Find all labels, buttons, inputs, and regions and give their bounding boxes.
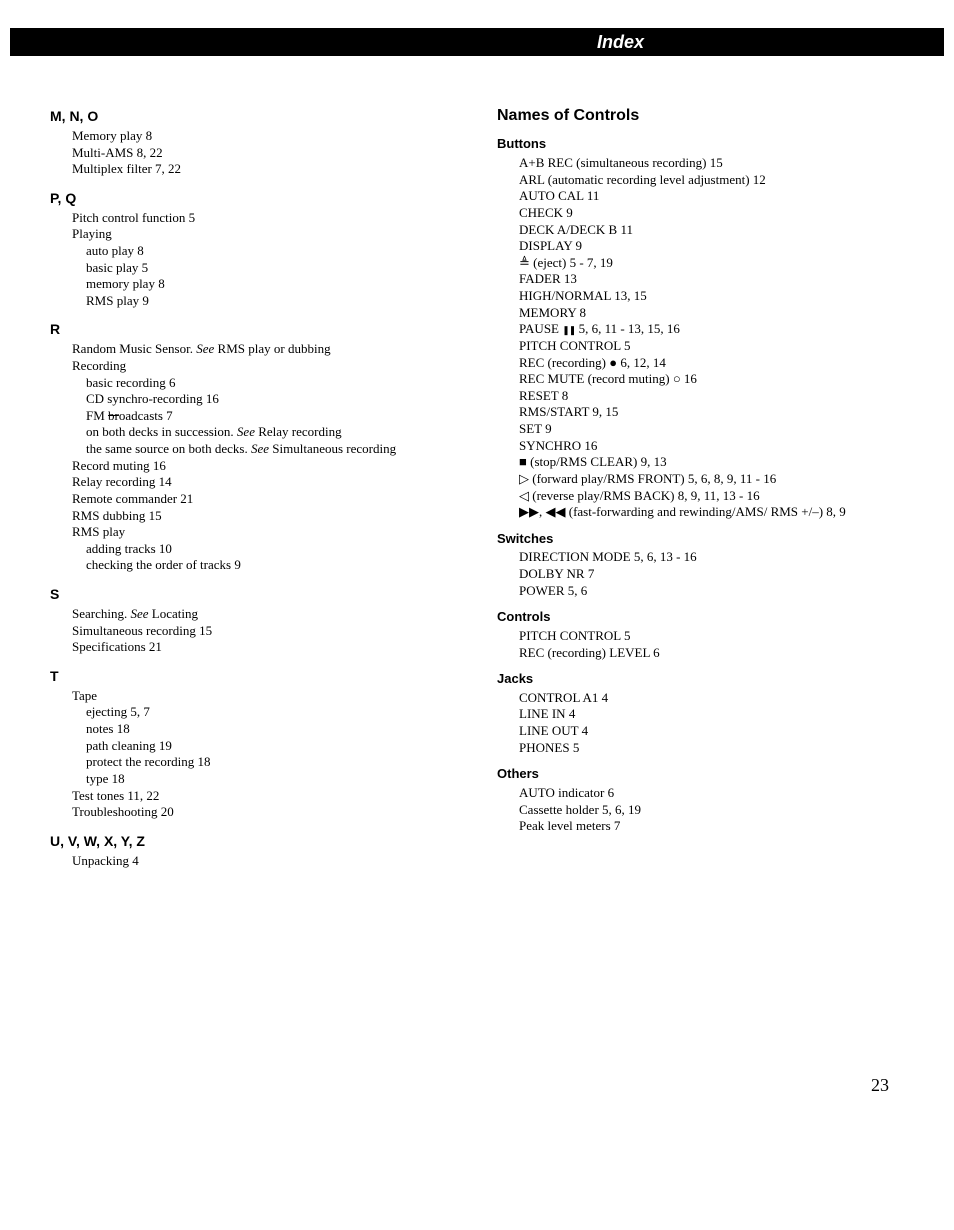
index-entry: CD synchro-recording 16 <box>72 391 477 408</box>
index-entry: PITCH CONTROL 5 <box>519 628 924 645</box>
index-entry: ▶▶, ◀◀ (fast-forwarding and rewinding/AM… <box>519 504 924 521</box>
index-entry: Recording <box>72 358 477 375</box>
index-entry: Cassette holder 5, 6, 19 <box>519 802 924 819</box>
index-entry: Multi-AMS 8, 22 <box>72 145 477 162</box>
section-heading: U, V, W, X, Y, Z <box>50 833 477 851</box>
index-entry: DISPLAY 9 <box>519 238 924 255</box>
header-bar: Index <box>10 28 944 56</box>
index-entry: Peak level meters 7 <box>519 818 924 835</box>
subsection-heading: Switches <box>497 531 924 548</box>
index-entry: PITCH CONTROL 5 <box>519 338 924 355</box>
index-entry: HIGH/NORMAL 13, 15 <box>519 288 924 305</box>
names-of-controls-title: Names of Controls <box>497 106 924 126</box>
index-entry: Record muting 16 <box>72 458 477 475</box>
index-entry: LINE IN 4 <box>519 706 924 723</box>
index-entry: Specifications 21 <box>72 639 477 656</box>
subsection-heading: Others <box>497 766 924 783</box>
index-entry: basic recording 6 <box>72 375 477 392</box>
index-entry: DIRECTION MODE 5, 6, 13 - 16 <box>519 549 924 566</box>
index-entry: CONTROL A1 4 <box>519 690 924 707</box>
index-entry: Troubleshooting 20 <box>72 804 477 821</box>
index-entry: AUTO CAL 11 <box>519 188 924 205</box>
index-entry: on both decks in succession. See Relay r… <box>72 424 477 441</box>
index-entry: Searching. See Locating <box>72 606 477 623</box>
index-entry: basic play 5 <box>72 260 477 277</box>
left-column: M, N, O Memory play 8Multi-AMS 8, 22Multi… <box>50 96 477 869</box>
index-entry: ■ (stop/RMS CLEAR) 9, 13 <box>519 454 924 471</box>
ffrw-icon: ▶▶, ◀◀ <box>519 504 566 519</box>
index-entry: adding tracks 10 <box>72 541 477 558</box>
index-entry: Relay recording 14 <box>72 474 477 491</box>
index-entry: REC (recording) ● 6, 12, 14 <box>519 355 924 372</box>
section-heading: R <box>50 321 477 339</box>
section-heading: T <box>50 668 477 686</box>
index-entry: type 18 <box>72 771 477 788</box>
pause-icon: ❚❚ <box>562 325 575 335</box>
index-entry: Tape <box>72 688 477 705</box>
section-heading: P, Q <box>50 190 477 208</box>
index-entry: MEMORY 8 <box>519 305 924 322</box>
index-entry: RMS dubbing 15 <box>72 508 477 525</box>
section-heading: M, N, O <box>50 108 477 126</box>
index-entry: RMS play <box>72 524 477 541</box>
index-entry: DOLBY NR 7 <box>519 566 924 583</box>
index-entry: Playing <box>72 226 477 243</box>
index-entry: DECK A/DECK B 11 <box>519 222 924 239</box>
index-entry: the same source on both decks. See Simul… <box>72 441 477 458</box>
index-entry: AUTO indicator 6 <box>519 785 924 802</box>
index-entry: RMS play 9 <box>72 293 477 310</box>
index-entry: Memory play 8 <box>72 128 477 145</box>
playrev-icon: ◁ <box>519 488 529 503</box>
index-entry: notes 18 <box>72 721 477 738</box>
index-entry: Remote commander 21 <box>72 491 477 508</box>
index-entry: SET 9 <box>519 421 924 438</box>
index-entry: Pitch control function 5 <box>72 210 477 227</box>
index-entry: ≜ (eject) 5 - 7, 19 <box>519 255 924 272</box>
index-entry: protect the recording 18 <box>72 754 477 771</box>
index-entry: checking the order of tracks 9 <box>72 557 477 574</box>
section-heading: S <box>50 586 477 604</box>
index-entry: memory play 8 <box>72 276 477 293</box>
index-entry: CHECK 9 <box>519 205 924 222</box>
index-entry: path cleaning 19 <box>72 738 477 755</box>
index-entry: PHONES 5 <box>519 740 924 757</box>
subsection-heading: Buttons <box>497 136 924 153</box>
index-entry: Simultaneous recording 15 <box>72 623 477 640</box>
index-entry: SYNCHRO 16 <box>519 438 924 455</box>
header-title: Index <box>597 32 644 53</box>
subsection-heading: Jacks <box>497 671 924 688</box>
index-entry: ◁ (reverse play/RMS BACK) 8, 9, 11, 13 -… <box>519 488 924 505</box>
subsection-heading: Controls <box>497 609 924 626</box>
index-entry: FM broadcasts 7 <box>72 408 477 425</box>
right-column: Names of Controls Buttons A+B REC (simulta… <box>497 96 924 869</box>
play-icon: ▷ <box>519 471 529 486</box>
content-area: M, N, O Memory play 8Multi-AMS 8, 22Multi… <box>0 56 954 869</box>
index-entry: Multiplex filter 7, 22 <box>72 161 477 178</box>
index-entry: REC MUTE (record muting) ○ 16 <box>519 371 924 388</box>
index-entry: RMS/START 9, 15 <box>519 404 924 421</box>
index-entry: auto play 8 <box>72 243 477 260</box>
index-entry: PAUSE ❚❚ 5, 6, 11 - 13, 15, 16 <box>519 321 924 338</box>
index-entry: Unpacking 4 <box>72 853 477 870</box>
index-entry: RESET 8 <box>519 388 924 405</box>
page-number: 23 <box>871 1075 889 1096</box>
index-entry: ARL (automatic recording level adjustmen… <box>519 172 924 189</box>
index-entry: Test tones 11, 22 <box>72 788 477 805</box>
stop-icon: ■ <box>519 454 527 469</box>
rec-icon: ● <box>609 355 617 370</box>
index-entry: A+B REC (simultaneous recording) 15 <box>519 155 924 172</box>
index-entry: LINE OUT 4 <box>519 723 924 740</box>
mute-icon: ○ <box>673 371 681 386</box>
index-entry: ejecting 5, 7 <box>72 704 477 721</box>
index-entry: ▷ (forward play/RMS FRONT) 5, 6, 8, 9, 1… <box>519 471 924 488</box>
eject-icon: ≜ <box>519 255 530 270</box>
index-entry: FADER 13 <box>519 271 924 288</box>
index-entry: REC (recording) LEVEL 6 <box>519 645 924 662</box>
index-entry: Random Music Sensor. See RMS play or dub… <box>72 341 477 358</box>
index-entry: POWER 5, 6 <box>519 583 924 600</box>
